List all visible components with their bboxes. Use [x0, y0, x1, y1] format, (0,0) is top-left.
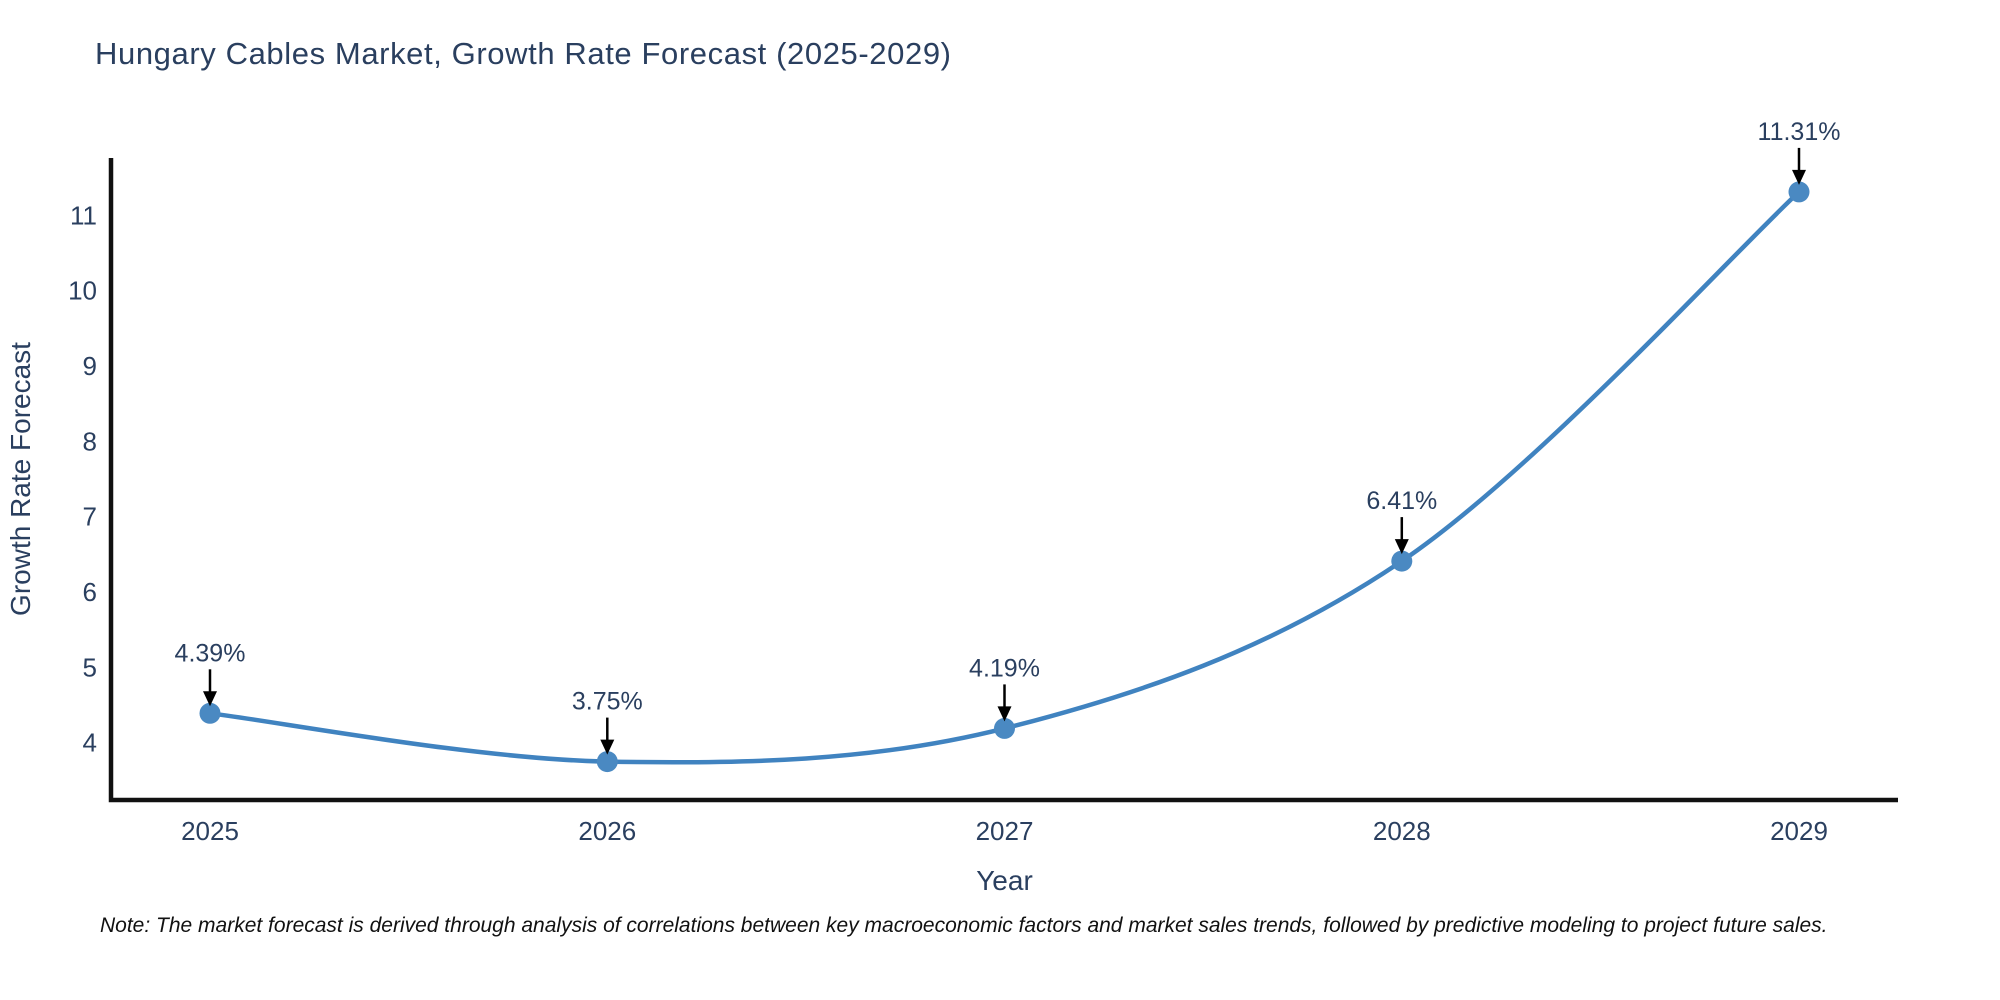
y-tick-label: 7	[83, 502, 97, 532]
x-tick-label: 2025	[181, 816, 239, 846]
annotation-label: 4.39%	[175, 639, 246, 667]
y-tick-label: 11	[70, 200, 97, 230]
data-point-2026[interactable]	[596, 751, 618, 773]
y-tick-label: 9	[83, 351, 97, 381]
annotation-label: 6.41%	[1366, 487, 1437, 515]
annotation-arrowhead	[997, 706, 1012, 722]
y-tick-label: 5	[83, 652, 97, 682]
x-axis-title: Year	[976, 865, 1033, 896]
footnote: Note: The market forecast is derived thr…	[100, 914, 1828, 937]
chart-title: Hungary Cables Market, Growth Rate Forec…	[95, 36, 952, 71]
data-point-2028[interactable]	[1391, 550, 1413, 572]
annotation-arrowhead	[1792, 169, 1806, 185]
data-point-2027[interactable]	[994, 717, 1015, 739]
x-tick-label: 2026	[578, 816, 636, 846]
data-point-2025[interactable]	[199, 702, 221, 724]
y-tick-label: 4	[83, 728, 97, 758]
annotation-arrowhead	[1394, 539, 1409, 555]
annotation-arrowhead	[600, 739, 615, 755]
axes-lines	[108, 158, 1898, 803]
y-tick-label: 10	[68, 276, 97, 306]
data-point-2029[interactable]	[1788, 181, 1810, 203]
x-tick-label: 2028	[1373, 816, 1431, 846]
annotation-arrowhead	[203, 691, 217, 707]
annotation-label: 4.19%	[969, 654, 1040, 682]
y-tick-label: 6	[83, 577, 97, 607]
y-tick-label: 8	[83, 426, 97, 456]
annotation-label: 3.75%	[572, 688, 643, 716]
y-axis-title: Growth Rate Forecast	[5, 342, 36, 616]
x-tick-label: 2027	[976, 816, 1034, 846]
x-tick-label: 2029	[1770, 816, 1828, 846]
annotation-label: 11.31%	[1758, 118, 1841, 146]
